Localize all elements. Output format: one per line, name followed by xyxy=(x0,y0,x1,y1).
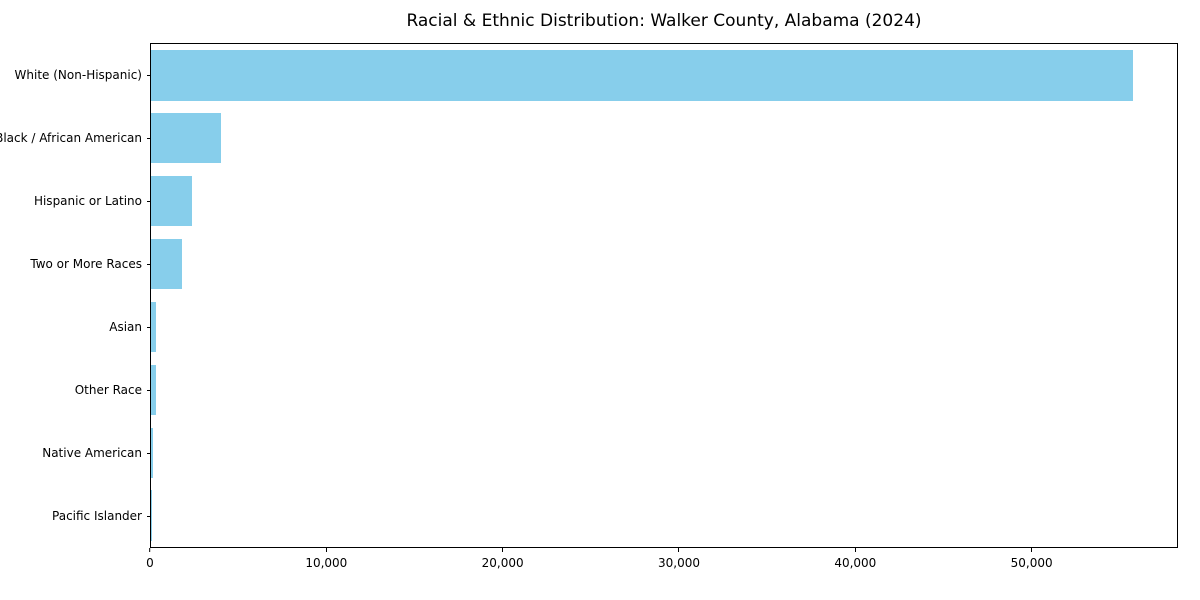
x-tick: 40,000 xyxy=(834,548,876,570)
y-tick-mark xyxy=(147,201,151,203)
bar-row: Other Race xyxy=(75,358,1177,421)
y-tick-mark xyxy=(147,75,151,77)
plot-area: White (Non-Hispanic) Black / African Amer… xyxy=(0,43,1178,548)
y-tick-label: Other Race xyxy=(74,382,142,397)
x-tick-mark xyxy=(678,548,680,552)
x-tick-label: 10,000 xyxy=(305,556,348,570)
y-tick-label: Hispanic or Latino xyxy=(33,194,142,209)
x-tick: 30,000 xyxy=(658,548,700,570)
y-tick-mark xyxy=(147,515,151,517)
x-tick: 20,000 xyxy=(482,548,524,570)
bar-row: Asian xyxy=(109,296,1177,359)
y-tick-label: White (Non-Hispanic) xyxy=(14,68,142,83)
bar-row: Hispanic or Latino xyxy=(34,170,1177,233)
bar xyxy=(151,490,152,541)
bar xyxy=(151,113,222,164)
x-tick-label: 30,000 xyxy=(657,556,700,570)
bar xyxy=(151,50,1133,101)
bar xyxy=(151,364,157,415)
y-tick-mark xyxy=(147,452,151,454)
x-tick-label: 0 xyxy=(146,556,154,570)
y-tick-label: Black / African American xyxy=(0,131,142,146)
x-tick-label: 50,000 xyxy=(1010,556,1053,570)
y-tick-mark xyxy=(147,264,151,266)
x-tick-label: 40,000 xyxy=(834,556,877,570)
bar-row: Two or More Races xyxy=(30,233,1177,296)
x-tick-mark xyxy=(854,548,856,552)
y-tick-label: Asian xyxy=(109,319,142,334)
bar xyxy=(151,427,154,478)
y-tick-label: Native American xyxy=(42,445,142,460)
bar-row: Black / African American xyxy=(0,107,1177,170)
bar-row: Pacific Islander xyxy=(52,484,1177,547)
y-tick-mark xyxy=(147,326,151,328)
x-tick: 0 xyxy=(146,548,154,570)
bar xyxy=(151,176,193,227)
x-tick-mark xyxy=(325,548,327,552)
bar-row: White (Non-Hispanic) xyxy=(15,44,1177,107)
x-axis: 0 10,000 20,000 30,000 40,000 50,000 xyxy=(146,548,1178,578)
y-tick-mark xyxy=(147,138,151,140)
chart-title: Racial & Ethnic Distribution: Walker Cou… xyxy=(406,11,922,31)
x-tick-mark xyxy=(502,548,504,552)
bar xyxy=(151,238,182,290)
x-tick-mark xyxy=(1031,548,1033,552)
x-tick-label: 20,000 xyxy=(481,556,524,570)
y-tick-mark xyxy=(147,389,151,391)
x-tick: 50,000 xyxy=(1011,548,1053,570)
bar xyxy=(151,301,157,353)
y-tick-label: Pacific Islander xyxy=(52,508,142,523)
bar-row: Native American xyxy=(42,421,1177,484)
y-tick-label: Two or More Races xyxy=(30,257,142,272)
x-tick: 10,000 xyxy=(305,548,347,570)
x-tick-mark xyxy=(149,548,151,552)
